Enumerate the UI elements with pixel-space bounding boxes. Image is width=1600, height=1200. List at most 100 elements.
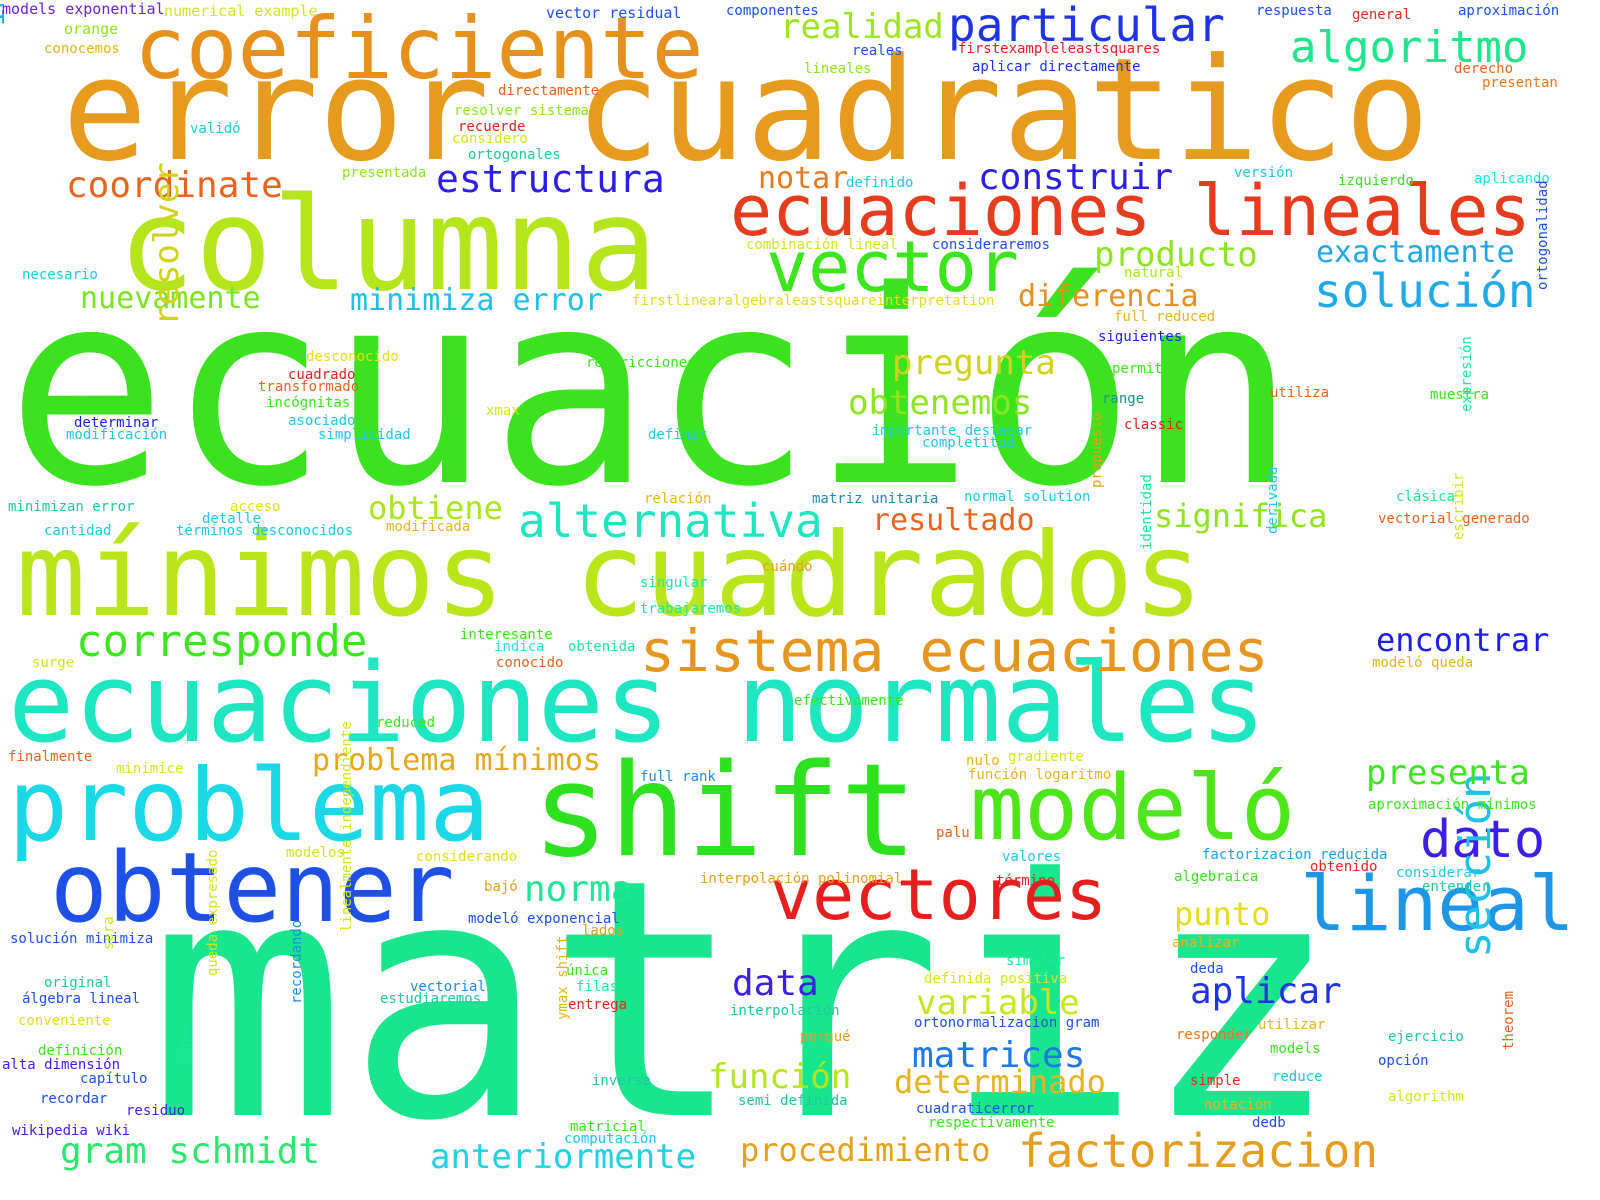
word-presentan: presentan <box>1482 75 1558 91</box>
word-deda: deda <box>1190 961 1224 977</box>
word-simplicidad: simplicidad <box>318 427 411 443</box>
word-vectorial-generado: vectorial generado <box>1378 511 1530 527</box>
word-derivada: derivada <box>1265 466 1281 534</box>
word-entrega: entrega <box>568 997 628 1013</box>
word-utiliza: utiliza <box>1270 385 1330 401</box>
word-simple: simple <box>1190 1073 1241 1089</box>
word-sistema-ecuaciones: sistema ecuaciones <box>640 617 1269 685</box>
word-obtener: obtener <box>50 832 455 944</box>
word-escribir: escribir <box>1451 472 1467 540</box>
word-resolver: resolver <box>147 162 187 326</box>
word-gram-schmidt: gram schmidt <box>60 1131 321 1172</box>
word-conocido: conocido <box>496 655 564 671</box>
word-considerar: considerar <box>1396 865 1481 881</box>
word-determinado: determinado <box>894 1063 1106 1101</box>
word-relacion: relación <box>644 491 712 507</box>
word-ortogonales: ortogonales <box>468 147 561 163</box>
word-norma: norma <box>524 869 633 910</box>
word-bajo: bajó <box>484 879 518 895</box>
word-considero: considero <box>452 131 528 147</box>
word-corresponde: corresponde <box>76 616 368 667</box>
word-vector: vector <box>766 226 1019 308</box>
word-theorem: theorem <box>1501 990 1517 1050</box>
word-orange: orange <box>64 20 119 38</box>
word-minimos-cuadrados: mínimos cuadrados <box>16 508 1204 643</box>
word-obtenemos: obtenemos <box>848 383 1033 423</box>
word-alternativa: alternativa <box>518 494 823 548</box>
word-lados: lados <box>582 923 625 939</box>
word-similar: similar <box>1006 953 1066 969</box>
word-identidad: identidad <box>1139 474 1155 550</box>
word-inversa: inversa <box>592 1073 652 1089</box>
word-modelos: modelos <box>286 845 346 861</box>
word-considerando: considerando <box>416 849 518 865</box>
word-notacion: notación <box>1204 1097 1272 1113</box>
word-ortogonalidad: ortogonalidad <box>1535 180 1551 290</box>
word-coeficiente: coeficiente <box>134 0 704 99</box>
word-ecuaciones-lineales: ecuaciones lineales <box>730 170 1531 252</box>
word-normal-solution: normal solution <box>964 489 1091 505</box>
word-determinar: determinar <box>74 415 159 431</box>
word-obtenido: obtenido <box>1310 859 1378 875</box>
word-linealmente-independiente: linealmente independiente <box>339 721 355 932</box>
word-punto: punto <box>1174 895 1271 933</box>
word-producto: producto <box>1094 235 1258 275</box>
word-modificada: modificada <box>386 519 471 535</box>
word-matriz-unitaria: matriz unitaria <box>812 491 939 507</box>
word-minimizan-error: minimizan error <box>8 499 135 515</box>
word-dato: dato <box>1420 810 1546 870</box>
word-siguientes: siguientes <box>1098 329 1183 345</box>
word-reduced: reduced <box>376 715 436 731</box>
word-matricial: matricial <box>570 1119 646 1135</box>
word-linea: línea <box>177 1021 193 1064</box>
word-desconocido: desconocido <box>306 349 399 365</box>
word-modificacion: modificación <box>66 427 168 443</box>
word-singular: singular <box>640 575 708 591</box>
word-shift: shift <box>532 737 918 886</box>
word-coordinate: coordinate <box>66 165 283 206</box>
word-models-exponential: models exponential <box>2 0 165 18</box>
word-algoritmo: algoritmo <box>1290 22 1529 73</box>
word-finalmente: finalmente <box>8 749 93 765</box>
word-expresion: expresión <box>1459 336 1475 412</box>
word-consideraremos: consideraremos <box>932 237 1051 253</box>
word-resolver-sistema: resolver sistema <box>454 103 589 119</box>
word-vectores: vectores <box>770 854 1108 936</box>
word-factorizacion-reducida: factorizacion reducida <box>1202 847 1388 863</box>
word-ecuaciones-normales: ecuaciones normales <box>8 639 1267 767</box>
word-solucion-minimiza: solución minimiza <box>10 931 154 947</box>
word-algebraica: algebraica <box>1174 869 1259 885</box>
word-problema: problema <box>8 747 490 864</box>
word-lineales: lineales <box>804 61 872 77</box>
word-gradiente: gradiente <box>1008 749 1084 765</box>
word-construir: construir <box>978 157 1174 198</box>
word-factorizacion: factorizacion <box>1018 1124 1379 1178</box>
word-columna: columna <box>118 171 658 320</box>
word-numerical-example: numerical example <box>164 2 318 20</box>
word-cuadrado: cuadrado <box>288 367 356 383</box>
word-surge: surge <box>32 655 75 671</box>
word-modelo-exponencial: modeló exponencial <box>468 911 620 927</box>
word-palu: palu <box>936 825 970 841</box>
word-general: general <box>1352 7 1412 23</box>
word-respectivamente: respectivamente <box>928 1115 1055 1131</box>
word-notar: notar <box>758 161 849 196</box>
word-firstexampleleastsquares: firstexampleleastsquares <box>958 41 1161 57</box>
word-natural: natural <box>1124 265 1184 281</box>
word-reales: reales <box>852 43 903 59</box>
word-algebra-lineal: álgebra lineal <box>22 991 141 1007</box>
word-aproximacion-minimos: aproximación mínimos <box>1368 797 1537 813</box>
word-capitulo: capítulo <box>80 1071 148 1087</box>
word-interpolacion-polinomial: interpolación polinomial <box>700 871 903 887</box>
word-permite: permite <box>1112 361 1172 377</box>
word-full-reduced: full reduced <box>1114 309 1216 325</box>
word-minimiza-error: minimiza error <box>350 283 603 318</box>
word-realidad: realidad <box>780 7 944 47</box>
word-acceso: acceso <box>230 499 281 515</box>
word-anteriormente: anteriormente <box>430 1137 697 1177</box>
word-presentada: presentada <box>342 165 427 181</box>
word-filas: filas <box>576 979 619 995</box>
word-porque: porqué <box>800 1029 851 1045</box>
word-nulo: nulo <box>966 753 1000 769</box>
word-derecho: derecho <box>1454 61 1514 77</box>
